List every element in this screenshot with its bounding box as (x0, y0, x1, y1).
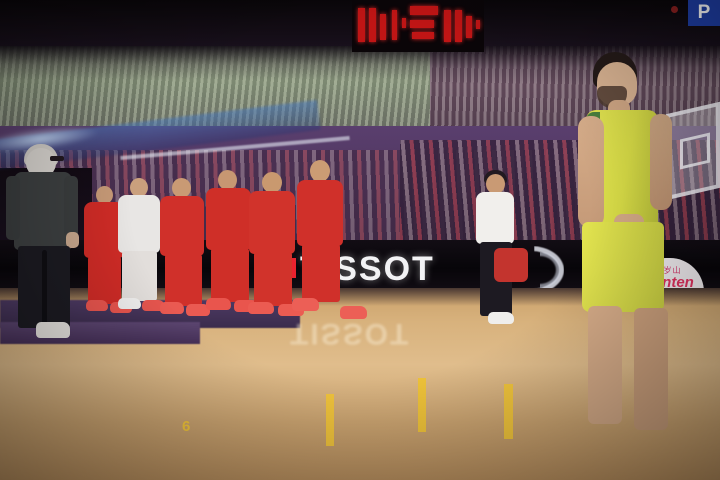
broadcast-scoreboard-overlay: AUSTRALIA CHINA 42 46 ★ ★ ★ ★ ★ 13/23 57… (0, 336, 720, 480)
player-shoe-left (248, 302, 274, 314)
upper-stands-right (430, 46, 720, 132)
player-shoe-left (206, 298, 231, 310)
coach-sunglasses (50, 156, 64, 161)
ganten-chinese-text: 百岁山 (654, 266, 682, 275)
status-light (671, 6, 678, 13)
player-head (96, 186, 113, 204)
player-shorts (582, 222, 664, 312)
player-jersey (160, 196, 334, 446)
player-shoe-right (142, 300, 165, 311)
player-leg-left (588, 306, 622, 424)
player-jersey (249, 191, 513, 439)
player-head (218, 170, 237, 190)
player-jersey (297, 180, 609, 420)
arena-led-scoreboard (352, 0, 484, 52)
coach-torso (14, 172, 72, 250)
staff-shirt (476, 192, 514, 244)
channel-badge: P (688, 0, 720, 26)
jersey-number: 6 (182, 418, 191, 435)
player-head (262, 172, 282, 193)
player-head (310, 160, 330, 182)
player-shorts (165, 254, 202, 306)
staff-shoe (488, 312, 514, 324)
player-shoe-left (292, 298, 319, 311)
player-head (130, 178, 148, 197)
staff-red-bag (494, 248, 528, 282)
player-shorts (302, 244, 340, 302)
player-shoe-left (118, 298, 141, 309)
player-shorts (88, 256, 121, 304)
coach-shoe (36, 322, 70, 338)
coach-leg-gap (42, 250, 47, 328)
player-jersey (206, 188, 426, 432)
player-shoe-left (160, 302, 184, 314)
player-shorts (254, 252, 292, 306)
coach-arm-left (6, 176, 20, 240)
player-shorts (211, 248, 249, 302)
player-arm-back (650, 114, 672, 210)
coach-hand (66, 232, 79, 248)
coach-arm-right (64, 176, 78, 238)
player-jersey: 6 (84, 202, 190, 435)
player-shorts (122, 251, 157, 301)
player-head (172, 178, 191, 198)
player-leg-right (634, 308, 668, 430)
player-shoe-right (340, 306, 367, 319)
staff-head (486, 174, 505, 194)
player-jersey (118, 195, 160, 253)
player-shoe-right (186, 304, 210, 316)
player-shoe-left (86, 300, 108, 311)
player-arm-front (578, 116, 604, 228)
